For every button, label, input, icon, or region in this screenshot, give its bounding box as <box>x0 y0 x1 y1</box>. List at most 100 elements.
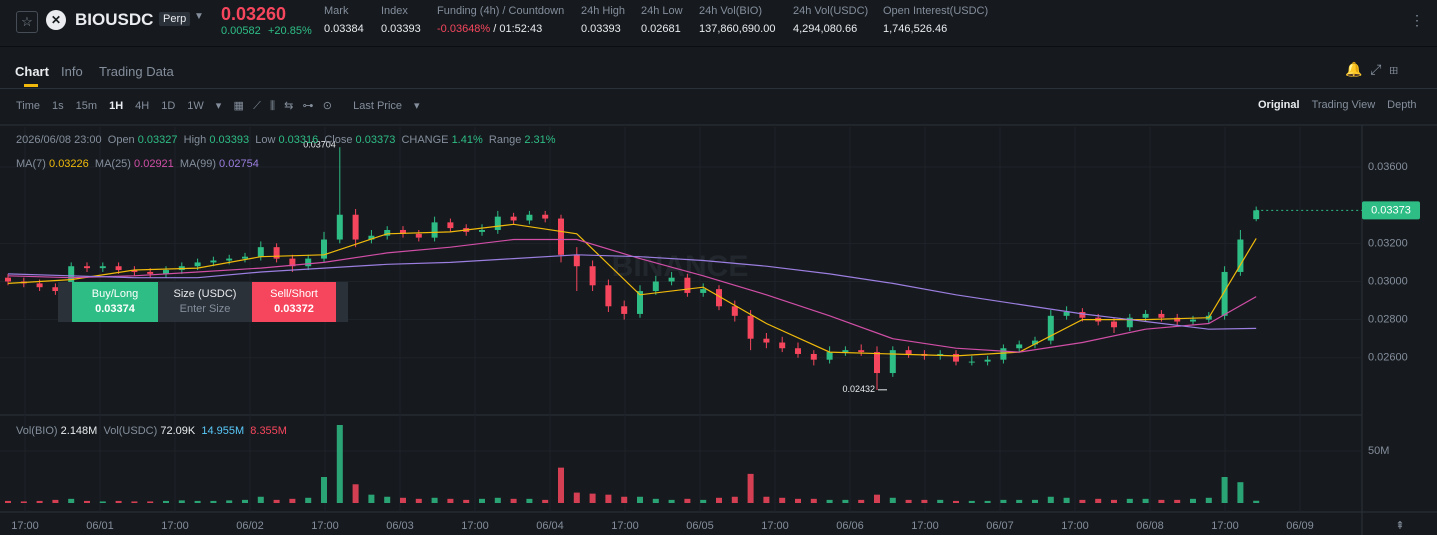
x-tick-label: 06/08 <box>1136 520 1164 532</box>
tool-icons[interactable]: ▾ ▦ ⟋ ⫼ ⇆ ⊶ ⊙ <box>215 100 342 112</box>
label: High <box>183 134 207 146</box>
ma-value: 0.02921 <box>134 158 174 170</box>
stat-value: 0.03393 <box>581 23 621 35</box>
volume-bar <box>1079 499 1086 503</box>
interval[interactable]: 1D <box>161 100 176 112</box>
favorite-star[interactable]: ☆ <box>16 11 38 33</box>
volume-bar <box>84 500 90 503</box>
candle-body <box>1032 340 1038 345</box>
volume-bar <box>1126 498 1133 503</box>
volume-bar <box>905 499 912 503</box>
interval[interactable]: 1H <box>109 100 124 112</box>
volume-bar <box>415 498 422 503</box>
view[interactable]: Original <box>1258 99 1300 111</box>
tab[interactable]: Chart <box>15 64 49 79</box>
volume-bar <box>273 499 280 503</box>
volume-bar <box>573 492 580 503</box>
symbol[interactable]: BIOUSDC <box>75 10 154 29</box>
y-tick-label: 0.02600 <box>1368 352 1408 364</box>
volume-bar <box>1237 482 1244 503</box>
tab[interactable]: Trading Data <box>99 64 174 79</box>
ma-value: 0.02754 <box>219 158 259 170</box>
volume-bar <box>52 499 59 503</box>
candle-body <box>479 229 485 232</box>
x-tick-label: 17:00 <box>611 520 639 532</box>
candle-body <box>905 350 912 354</box>
y-tick-label: 0.03000 <box>1368 275 1408 287</box>
volume-bar <box>5 500 11 503</box>
buy-button[interactable]: Buy/Long 0.03374 <box>72 282 158 322</box>
candle-body <box>194 262 201 267</box>
volume-bar <box>1095 498 1102 503</box>
volume-bar <box>652 498 659 503</box>
stat-value: 4,294,080.66 <box>793 23 858 35</box>
y-tick-label: 0.03600 <box>1368 161 1408 173</box>
view-switch: Original Trading View Depth <box>1258 99 1417 111</box>
view[interactable]: Trading View <box>1311 99 1376 111</box>
volume-bar <box>605 494 612 503</box>
tab-bar: Chart Info Trading Data 🔔 ⤢ ⊞ <box>0 54 1437 89</box>
x-tick-label: 17:00 <box>761 520 789 532</box>
candle-body <box>889 350 896 374</box>
candle-body <box>968 361 975 363</box>
volume-bar <box>479 498 485 503</box>
menu-icon[interactable]: ⋮ <box>1410 12 1424 28</box>
coin-icon: ✕ <box>46 10 66 30</box>
stat-value: -0.03648% <box>437 23 491 35</box>
interval[interactable]: 1s <box>52 100 64 112</box>
volume-bar <box>1142 498 1149 503</box>
price: 0.03374 <box>95 303 135 315</box>
candle-body <box>684 277 691 293</box>
value: 2.31% <box>524 134 556 146</box>
view[interactable]: Depth <box>1387 99 1417 111</box>
volume-bar <box>1016 499 1023 503</box>
date: 2026/06/08 23:00 <box>16 134 102 146</box>
tab[interactable]: Info <box>61 64 83 79</box>
candle-body <box>637 291 643 314</box>
x-tick-label: 17:00 <box>461 520 489 532</box>
interval[interactable]: Time <box>16 100 41 112</box>
y-tick-label: 0.03200 <box>1368 237 1408 249</box>
volume-bar <box>1174 499 1181 503</box>
x-tick-label: 17:00 <box>161 520 189 532</box>
candle-body <box>526 214 533 221</box>
label: Range <box>488 134 522 146</box>
stat-value: 1,746,526.46 <box>883 23 948 35</box>
interval[interactable]: 4H <box>135 100 150 112</box>
value: 72.09K <box>160 425 196 437</box>
volume-bar <box>242 499 248 503</box>
candle-body <box>368 235 375 240</box>
volume-bar <box>1063 497 1070 503</box>
volume-bar <box>20 501 27 503</box>
candle-body <box>605 285 612 307</box>
x-tick-label: 17:00 <box>1211 520 1239 532</box>
y-tick-label: 50M <box>1368 445 1389 457</box>
candle-body <box>336 214 343 240</box>
volume-bar <box>178 500 185 503</box>
x-tick-label: 17:00 <box>911 520 939 532</box>
interval[interactable]: 1W <box>187 100 204 112</box>
candle-body <box>131 270 138 272</box>
candle-body <box>731 306 738 316</box>
last-price: 0.03260 <box>221 4 287 24</box>
x-tick-label: 17:00 <box>311 520 339 532</box>
label: CHANGE <box>401 134 449 146</box>
y-tick-label: 0.02800 <box>1368 314 1408 326</box>
ma-value: 0.03226 <box>49 158 89 170</box>
high-marker: 0.03704 <box>303 140 336 150</box>
x-tick-label: 06/09 <box>1286 520 1314 532</box>
interval[interactable]: 15m <box>75 100 98 112</box>
value: 0.03327 <box>137 134 178 146</box>
header: ☆ ✕ BIOUSDC Perp ▼ 0.03260 0.00582 +20.8… <box>0 0 1437 47</box>
sell-button[interactable]: Sell/Short 0.03372 <box>252 282 336 322</box>
stat-label: 24h Vol(BIO) <box>699 5 762 17</box>
candle-body <box>1142 313 1149 318</box>
price-type[interactable]: Last Price <box>353 100 403 112</box>
stat: 24h Vol(BIO) 137,860,690.00 <box>699 5 775 35</box>
size-input[interactable]: Size (USDC) Enter Size <box>158 282 252 322</box>
volume-bar <box>431 497 438 503</box>
candle-body <box>289 258 296 267</box>
dropdown[interactable]: ▼ <box>194 11 204 22</box>
icons[interactable]: 🔔 ⤢ ⊞ <box>1345 61 1399 77</box>
label: Sell/Short <box>270 288 318 300</box>
